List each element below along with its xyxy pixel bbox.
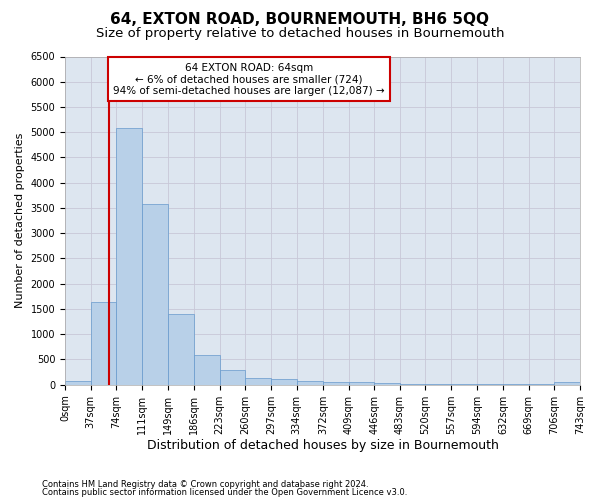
Text: 64 EXTON ROAD: 64sqm
← 6% of detached houses are smaller (724)
94% of semi-detac: 64 EXTON ROAD: 64sqm ← 6% of detached ho… <box>113 62 385 96</box>
Text: 64, EXTON ROAD, BOURNEMOUTH, BH6 5QQ: 64, EXTON ROAD, BOURNEMOUTH, BH6 5QQ <box>110 12 490 28</box>
Bar <box>65 381 91 384</box>
Bar <box>168 314 194 384</box>
Bar <box>220 370 245 384</box>
Text: Contains public sector information licensed under the Open Government Licence v3: Contains public sector information licen… <box>42 488 407 497</box>
Bar <box>554 382 580 384</box>
Text: Size of property relative to detached houses in Bournemouth: Size of property relative to detached ho… <box>96 28 504 40</box>
Bar <box>142 204 168 384</box>
Bar <box>245 378 271 384</box>
Bar <box>271 379 296 384</box>
Bar <box>116 128 142 384</box>
Bar <box>296 380 323 384</box>
Bar <box>323 382 349 384</box>
Y-axis label: Number of detached properties: Number of detached properties <box>15 133 25 308</box>
Bar <box>374 383 400 384</box>
X-axis label: Distribution of detached houses by size in Bournemouth: Distribution of detached houses by size … <box>146 440 499 452</box>
Bar <box>194 355 220 384</box>
Bar <box>91 302 116 384</box>
Bar <box>349 382 374 384</box>
Text: Contains HM Land Registry data © Crown copyright and database right 2024.: Contains HM Land Registry data © Crown c… <box>42 480 368 489</box>
